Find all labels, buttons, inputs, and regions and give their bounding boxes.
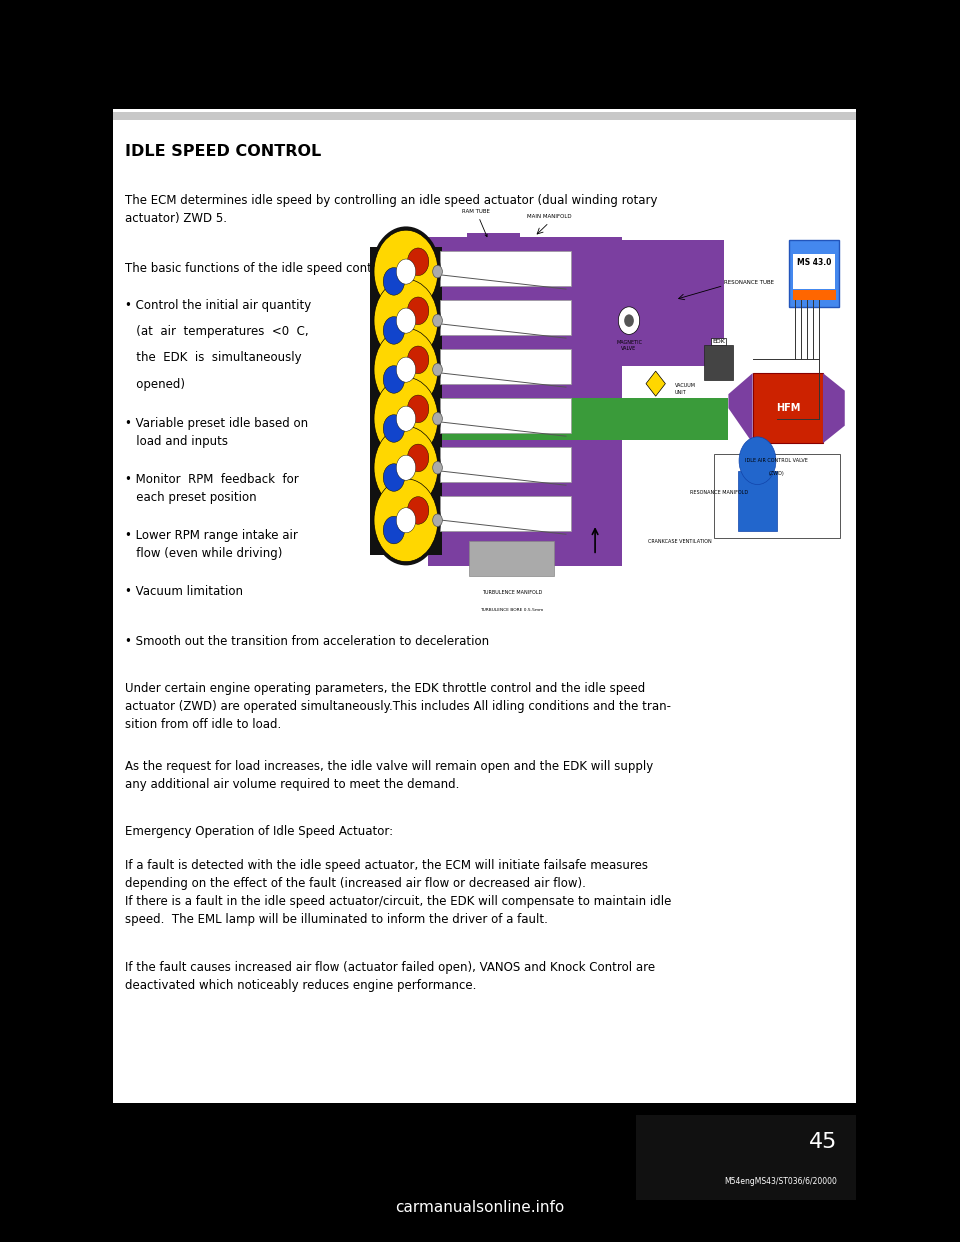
Text: • Variable preset idle based on
   load and inputs: • Variable preset idle based on load and… (125, 417, 308, 448)
Text: MAGNETIC
VALVE: MAGNETIC VALVE (616, 339, 642, 350)
Text: HFM: HFM (776, 404, 801, 414)
Circle shape (396, 260, 416, 284)
Text: • Monitor  RPM  feedback  for
   each preset position: • Monitor RPM feedback for each preset p… (125, 473, 299, 504)
Text: RESONANCE TUBE: RESONANCE TUBE (724, 279, 774, 284)
Text: 45: 45 (808, 1133, 837, 1153)
Circle shape (739, 437, 776, 484)
Circle shape (407, 347, 429, 374)
Bar (440, 349, 571, 384)
Bar (113, 109, 856, 1103)
Circle shape (407, 297, 429, 324)
Bar (440, 299, 571, 334)
Text: (at  air  temperatures  <0  C,: (at air temperatures <0 C, (125, 325, 308, 338)
Bar (428, 397, 729, 440)
Text: If the fault causes increased air flow (actuator failed open), VANOS and Knock C: If the fault causes increased air flow (… (125, 961, 655, 992)
Circle shape (383, 317, 404, 344)
Text: TURBULENCE BORE 0.5.5mm: TURBULENCE BORE 0.5.5mm (480, 607, 543, 612)
Text: MS 43.0: MS 43.0 (797, 258, 831, 267)
Text: M54engMS43/ST036/6/20000: M54engMS43/ST036/6/20000 (724, 1176, 837, 1186)
Text: the  EDK  is  simultaneously: the EDK is simultaneously (125, 351, 301, 364)
Bar (714, 453, 840, 538)
Circle shape (433, 266, 443, 278)
Circle shape (374, 328, 438, 411)
Circle shape (372, 476, 441, 565)
Bar (467, 233, 520, 251)
Text: VACUUM
UNIT: VACUUM UNIT (675, 384, 696, 395)
Text: IDLE AIR CONTROL VALVE: IDLE AIR CONTROL VALVE (746, 458, 808, 463)
Bar (705, 345, 733, 380)
Bar (738, 471, 777, 530)
Circle shape (374, 279, 438, 361)
Bar (428, 236, 622, 566)
Text: Emergency Operation of Idle Speed Actuator:: Emergency Operation of Idle Speed Actuat… (125, 825, 393, 837)
Text: • Smooth out the transition from acceleration to deceleration: • Smooth out the transition from acceler… (125, 635, 489, 647)
Circle shape (407, 445, 429, 472)
Bar (753, 373, 823, 443)
Text: CRANKCASE VENTILATION: CRANKCASE VENTILATION (648, 539, 711, 544)
Text: The ECM determines idle speed by controlling an idle speed actuator (dual windin: The ECM determines idle speed by control… (125, 194, 658, 225)
Circle shape (396, 508, 416, 533)
Bar (113, 112, 856, 120)
Text: opened): opened) (125, 378, 184, 390)
Bar (469, 542, 554, 576)
Circle shape (618, 307, 639, 334)
Circle shape (624, 314, 634, 327)
Text: • Control the initial air quantity: • Control the initial air quantity (125, 299, 311, 312)
Text: IDLE SPEED CONTROL: IDLE SPEED CONTROL (125, 144, 321, 159)
Circle shape (372, 276, 441, 366)
Text: EDK: EDK (712, 339, 725, 344)
Circle shape (433, 514, 443, 527)
Circle shape (383, 365, 404, 394)
Text: RESONANCE MANIFOLD: RESONANCE MANIFOLD (689, 489, 748, 494)
Text: If a fault is detected with the idle speed actuator, the ECM will initiate fails: If a fault is detected with the idle spe… (125, 859, 671, 927)
Circle shape (372, 422, 441, 513)
Text: • Vacuum limitation: • Vacuum limitation (125, 585, 243, 597)
Circle shape (407, 497, 429, 524)
Circle shape (433, 462, 443, 474)
Text: (ZWD): (ZWD) (769, 471, 784, 476)
Circle shape (374, 426, 438, 509)
Circle shape (407, 395, 429, 422)
Polygon shape (729, 373, 753, 443)
Circle shape (433, 412, 443, 425)
Bar (793, 289, 836, 299)
Text: The basic functions of the idle speed control are:: The basic functions of the idle speed co… (125, 262, 414, 274)
Bar (617, 240, 724, 366)
Text: As the request for load increases, the idle valve will remain open and the EDK w: As the request for load increases, the i… (125, 760, 653, 791)
Circle shape (433, 314, 443, 327)
Circle shape (383, 415, 404, 442)
Circle shape (383, 267, 404, 296)
Polygon shape (646, 371, 665, 396)
Polygon shape (823, 373, 845, 443)
Text: • Lower RPM range intake air
   flow (even while driving): • Lower RPM range intake air flow (even … (125, 529, 298, 560)
Circle shape (383, 463, 404, 492)
Bar (440, 251, 571, 286)
Bar (370, 247, 443, 555)
Text: TURBULENCE MANIFOLD: TURBULENCE MANIFOLD (482, 590, 541, 595)
Circle shape (396, 406, 416, 431)
Circle shape (383, 517, 404, 544)
Text: MAIN MANIFOLD: MAIN MANIFOLD (527, 214, 571, 219)
Circle shape (396, 455, 416, 481)
Text: carmanualsonline.info: carmanualsonline.info (396, 1200, 564, 1215)
Circle shape (372, 374, 441, 463)
Text: RAM TUBE: RAM TUBE (463, 209, 491, 237)
Circle shape (374, 378, 438, 460)
Circle shape (407, 248, 429, 276)
Circle shape (396, 308, 416, 333)
Bar (793, 255, 834, 289)
Circle shape (396, 358, 416, 383)
Circle shape (433, 364, 443, 376)
Bar (440, 397, 571, 432)
Text: Under certain engine operating parameters, the EDK throttle control and the idle: Under certain engine operating parameter… (125, 682, 671, 730)
Circle shape (372, 226, 441, 317)
Circle shape (372, 324, 441, 415)
Bar (440, 496, 571, 530)
Bar (636, 1115, 856, 1200)
Bar (440, 447, 571, 482)
Circle shape (374, 230, 438, 313)
Circle shape (374, 479, 438, 561)
FancyBboxPatch shape (788, 240, 839, 307)
